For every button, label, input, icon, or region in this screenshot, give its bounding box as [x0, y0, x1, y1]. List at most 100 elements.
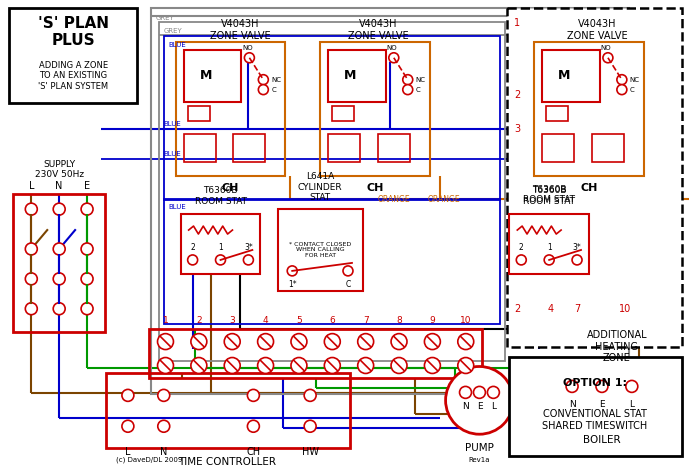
Bar: [10, 8, 137, 102]
Text: T6360B
ROOM STAT: T6360B ROOM STAT: [523, 186, 575, 206]
Text: C: C: [415, 87, 420, 93]
Circle shape: [391, 358, 407, 373]
Circle shape: [391, 334, 407, 350]
Circle shape: [81, 273, 93, 285]
Text: NC: NC: [271, 77, 282, 83]
Circle shape: [26, 303, 37, 314]
Text: N: N: [569, 400, 575, 409]
Bar: [507, 8, 682, 347]
Bar: [592, 134, 624, 162]
Circle shape: [158, 389, 170, 402]
Circle shape: [257, 358, 273, 373]
Text: CONVENTIONAL STAT
SHARED TIMESWITCH: CONVENTIONAL STAT SHARED TIMESWITCH: [542, 410, 648, 431]
Circle shape: [544, 255, 554, 265]
Text: N: N: [55, 181, 63, 191]
Text: T6360B
ROOM STAT: T6360B ROOM STAT: [523, 184, 575, 204]
Text: BOILER: BOILER: [583, 435, 621, 445]
Circle shape: [473, 387, 486, 398]
Bar: [332, 106, 354, 120]
Text: CH: CH: [580, 183, 598, 193]
Bar: [509, 214, 589, 274]
Text: * CONTACT CLOSED
WHEN CALLING
FOR HEAT: * CONTACT CLOSED WHEN CALLING FOR HEAT: [289, 241, 351, 258]
Circle shape: [324, 334, 340, 350]
Text: ADDITIONAL
HEATING
ZONE: ADDITIONAL HEATING ZONE: [586, 330, 647, 363]
Text: T6360B
ROOM STAT: T6360B ROOM STAT: [195, 186, 246, 206]
Text: 1*: 1*: [288, 280, 297, 289]
Circle shape: [158, 420, 170, 432]
Text: PUMP: PUMP: [465, 443, 494, 453]
Circle shape: [258, 85, 268, 95]
Circle shape: [258, 75, 268, 85]
Circle shape: [53, 203, 65, 215]
Circle shape: [188, 255, 197, 265]
Text: 4: 4: [547, 304, 553, 314]
Circle shape: [81, 303, 93, 314]
Circle shape: [460, 387, 471, 398]
Circle shape: [457, 334, 474, 350]
Text: 1: 1: [546, 243, 551, 252]
Text: ORANGE: ORANGE: [427, 195, 460, 204]
Circle shape: [487, 387, 500, 398]
Bar: [509, 357, 682, 456]
Text: 5: 5: [296, 316, 302, 325]
Text: GREY: GREY: [156, 15, 175, 21]
Circle shape: [191, 334, 207, 350]
Circle shape: [446, 366, 513, 434]
Circle shape: [304, 389, 316, 402]
Text: 8: 8: [396, 316, 402, 325]
Bar: [13, 194, 105, 332]
Circle shape: [516, 255, 526, 265]
Text: NO: NO: [386, 45, 397, 51]
Circle shape: [617, 85, 627, 95]
Text: M: M: [558, 69, 571, 82]
Text: BLUE: BLUE: [169, 204, 186, 210]
Bar: [320, 42, 430, 176]
Text: 2: 2: [190, 243, 195, 252]
Text: V4043H
ZONE VALVE: V4043H ZONE VALVE: [566, 19, 627, 41]
Circle shape: [244, 255, 253, 265]
Circle shape: [244, 53, 255, 63]
Text: 10: 10: [460, 316, 471, 325]
Text: 2: 2: [514, 89, 520, 100]
Text: 3: 3: [514, 124, 520, 134]
Circle shape: [122, 389, 134, 402]
Circle shape: [53, 303, 65, 314]
Text: M: M: [344, 69, 356, 82]
Text: ADDING A ZONE
TO AN EXISTING
'S' PLAN SYSTEM: ADDING A ZONE TO AN EXISTING 'S' PLAN SY…: [38, 61, 108, 91]
Circle shape: [215, 255, 226, 265]
Circle shape: [304, 420, 316, 432]
Bar: [164, 199, 500, 324]
Circle shape: [626, 380, 638, 392]
Circle shape: [403, 75, 413, 85]
Text: N: N: [462, 402, 469, 411]
Text: L: L: [491, 402, 496, 411]
Text: E: E: [477, 402, 482, 411]
Text: ORANGE: ORANGE: [377, 195, 410, 204]
Bar: [542, 134, 574, 162]
Text: 1: 1: [218, 243, 223, 252]
Circle shape: [122, 420, 134, 432]
Text: M: M: [199, 69, 212, 82]
Text: CH: CH: [366, 183, 384, 193]
Text: L: L: [125, 447, 130, 457]
Circle shape: [343, 266, 353, 276]
Text: 10: 10: [619, 304, 631, 314]
Circle shape: [596, 380, 608, 392]
Text: NC: NC: [415, 77, 426, 83]
Bar: [542, 50, 600, 102]
Text: BLUE: BLUE: [169, 42, 186, 48]
Circle shape: [81, 203, 93, 215]
Text: 2: 2: [519, 243, 524, 252]
Bar: [546, 106, 568, 120]
Bar: [534, 42, 644, 176]
Circle shape: [81, 243, 93, 255]
Text: 7: 7: [363, 316, 368, 325]
Circle shape: [26, 243, 37, 255]
Bar: [233, 134, 266, 162]
Circle shape: [248, 389, 259, 402]
Text: HW: HW: [302, 447, 319, 457]
Bar: [151, 8, 629, 395]
Bar: [184, 50, 242, 102]
Text: TIME CONTROLLER: TIME CONTROLLER: [179, 457, 277, 467]
Text: 'S' PLAN
PLUS: 'S' PLAN PLUS: [38, 15, 108, 48]
